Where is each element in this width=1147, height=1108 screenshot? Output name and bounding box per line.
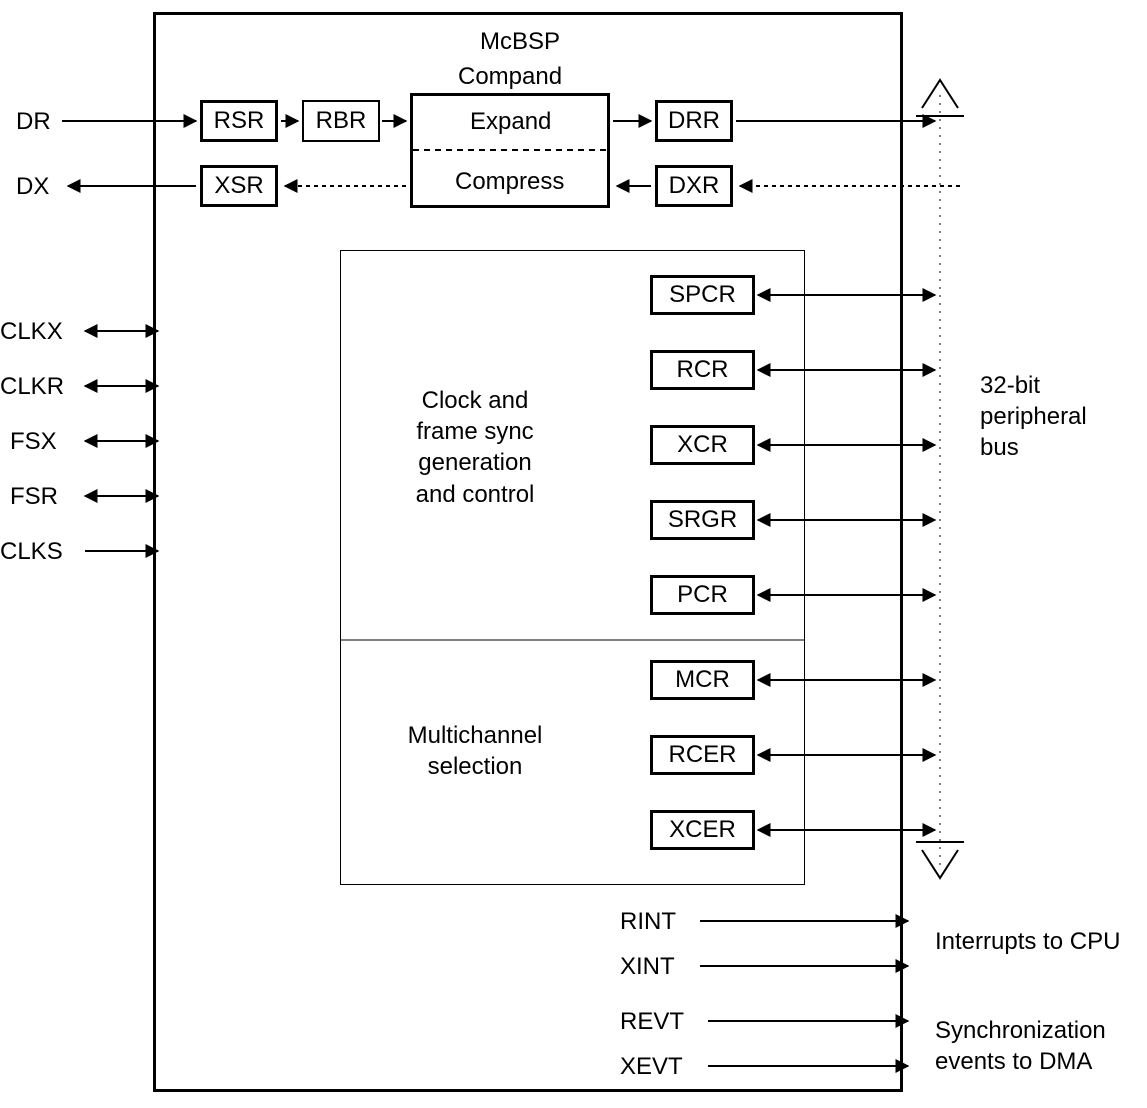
reg-rcer: RCER xyxy=(650,735,755,775)
reg-xcer: XCER xyxy=(650,810,755,850)
reg-mcr: MCR xyxy=(650,660,755,700)
reg-drr: DRR xyxy=(655,100,733,142)
reg-rbr: RBR xyxy=(302,100,380,142)
bus-label: 32-bit peripheral bus xyxy=(980,370,1130,464)
multichannel-text: Multichannel selection xyxy=(408,722,543,780)
sync-events-label: Synchronization events to DMA xyxy=(935,1015,1135,1077)
reg-pcr: PCR xyxy=(650,575,755,615)
signal-revt: REVT xyxy=(620,1008,684,1036)
multichannel-label: Multichannel selection xyxy=(395,720,555,782)
signal-clkx: CLKX xyxy=(0,318,63,346)
signal-rint: RINT xyxy=(620,908,676,936)
signal-fsr: FSR xyxy=(10,483,58,511)
reg-rsr: RSR xyxy=(200,100,278,142)
mcbsp-block-diagram: McBSP DR DX CLKX CLKR FSX FSR CLKS RSR R… xyxy=(0,0,1147,1108)
clock-multichannel-box xyxy=(340,250,805,885)
compand-title: Compand xyxy=(458,63,562,91)
diagram-title: McBSP xyxy=(480,28,560,56)
reg-rcr: RCR xyxy=(650,350,755,390)
reg-dxr: DXR xyxy=(655,165,733,207)
reg-spcr: SPCR xyxy=(650,275,755,315)
clock-ctrl-label: Clock and frame sync generation and cont… xyxy=(395,385,555,510)
signal-clkr: CLKR xyxy=(0,373,64,401)
reg-xsr: XSR xyxy=(200,165,278,207)
signal-fsx: FSX xyxy=(10,428,57,456)
reg-xcr: XCR xyxy=(650,425,755,465)
signal-xint: XINT xyxy=(620,953,675,981)
signal-clks: CLKS xyxy=(0,538,63,566)
clock-ctrl-text: Clock and frame sync generation and cont… xyxy=(416,387,535,508)
signal-xevt: XEVT xyxy=(620,1053,683,1081)
sync-events-text: Synchronization events to DMA xyxy=(935,1017,1106,1075)
reg-srgr: SRGR xyxy=(650,500,755,540)
compand-expand: Expand xyxy=(470,108,551,136)
interrupts-label: Interrupts to CPU xyxy=(935,928,1120,956)
compand-compress: Compress xyxy=(455,168,564,196)
signal-dx: DX xyxy=(16,173,49,201)
signal-dr: DR xyxy=(16,108,51,136)
bus-label-text: 32-bit peripheral bus xyxy=(980,372,1087,461)
